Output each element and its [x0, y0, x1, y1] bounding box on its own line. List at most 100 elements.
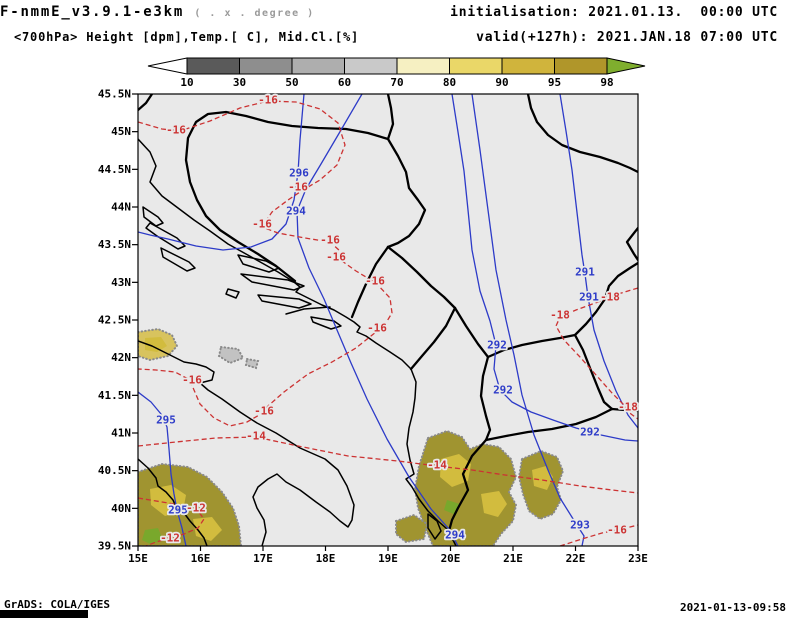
temp-label--14: -14 — [246, 430, 266, 443]
lon-label: 20E — [441, 552, 461, 565]
island-korcula — [257, 294, 312, 309]
init-time: initialisation: 2021.01.13. 00:00 UTC — [450, 5, 778, 20]
temp-contour-minus16 — [138, 100, 393, 427]
cloud-patch-west-inner — [145, 337, 167, 352]
temp-contour-minus12 — [138, 497, 205, 546]
temperature-contours — [138, 100, 638, 546]
cloud-shading — [138, 327, 565, 546]
lat-label: 40N — [111, 502, 131, 515]
lat-label: 44N — [111, 201, 131, 214]
lat-label: 45.5N — [98, 88, 131, 101]
cloud-region-south-italy-max — [142, 528, 163, 544]
colorbar-segment — [239, 57, 293, 75]
border-bosnia-serbia — [386, 137, 427, 249]
height-label-295: 295 — [168, 504, 188, 517]
height-contours — [138, 94, 638, 546]
cloud-region-macedonia-core — [532, 466, 553, 490]
cloud-region-albania — [413, 429, 518, 546]
colorbar-tick-label: 98 — [600, 76, 613, 89]
colorbar-segment — [449, 57, 503, 75]
temp-label--18: -18 — [550, 309, 570, 322]
lon-label: 18E — [316, 552, 336, 565]
island-vis — [225, 288, 240, 299]
lat-label: 43.5N — [98, 238, 131, 251]
colorbar-tick-label: 10 — [180, 76, 193, 89]
height-label-292: 292 — [580, 426, 600, 439]
temp-label--16: -16 — [182, 374, 202, 387]
border-serbia-romania — [526, 94, 638, 174]
height-label-291: 291 — [575, 266, 595, 279]
temp-label--16: -16 — [320, 234, 340, 247]
lat-label: 42N — [111, 351, 131, 364]
field-title: <700hPa> Height [dpm],Temp.[ C], Mid.Cl.… — [14, 30, 360, 44]
height-label-295: 295 — [156, 414, 176, 427]
colorbar-tick-label: 90 — [495, 76, 508, 89]
temp-label--16: -16 — [288, 181, 308, 194]
lat-label: 41N — [111, 427, 131, 440]
temp-label--12: -12 — [160, 532, 180, 545]
border-croatia-bosnia — [184, 110, 390, 283]
height-label-293: 293 — [570, 519, 590, 532]
colorbar-segment — [186, 57, 240, 75]
border-montenegro-albania — [409, 306, 457, 371]
lon-label: 19E — [378, 552, 398, 565]
temp-label--16: -16 — [258, 94, 278, 107]
model-title-text: F-nmmE_v3.9.1-e3km — [0, 4, 185, 20]
cloud-patch-ionian — [395, 513, 429, 544]
height-contour-293 — [471, 94, 585, 546]
border-kosovo-albania — [453, 306, 490, 359]
lon-label: 17E — [253, 552, 273, 565]
height-contour-295 — [138, 391, 187, 546]
height-label-292: 292 — [493, 384, 513, 397]
temp-contour-minus18 — [555, 287, 638, 420]
lat-label: 43N — [111, 276, 131, 289]
colorbar-segment — [501, 57, 555, 75]
temp-label--16: -16 — [367, 322, 387, 335]
island-brac — [237, 254, 280, 273]
cloud-region-south-italy-core-2 — [193, 517, 222, 541]
border-macedonia-greece — [484, 407, 614, 442]
temp-label--16: -16 — [254, 405, 274, 418]
temp-label--16: -16 — [166, 124, 186, 137]
grads-credit: GrADS: COLA/IGES — [4, 598, 110, 611]
island-corfu — [427, 513, 442, 540]
lon-label: 22E — [566, 552, 586, 565]
border-serbia-bulgaria — [573, 261, 638, 337]
temp-label--18: -18 — [618, 401, 638, 414]
colorbar-segment — [291, 57, 345, 75]
colorbar-tick-label: 80 — [443, 76, 456, 89]
colorbar-tick-label: 95 — [548, 76, 561, 89]
colorbar-segment — [344, 57, 398, 75]
border-serbia-montenegro — [386, 245, 457, 310]
cloud-patch-small-2 — [244, 357, 260, 370]
lat-label: 45N — [111, 125, 131, 138]
island-kornati — [160, 247, 196, 272]
border-albania-greece — [447, 438, 488, 533]
colorbar-segment — [396, 57, 450, 75]
peninsula-peljesac — [285, 306, 331, 315]
border-bosnia-montenegro — [350, 245, 390, 319]
colorbar-tick-label: 30 — [233, 76, 246, 89]
temp-label--18: -18 — [600, 291, 620, 304]
coastline-italy-adriatic — [138, 340, 355, 546]
creation-timestamp: 2021-01-13-09:58 — [680, 601, 786, 614]
temp-label--14: -14 — [427, 459, 447, 472]
temp-contour-minus16-southeast — [559, 524, 638, 546]
cloud-patch-small-1 — [217, 345, 245, 365]
country-borders — [138, 94, 638, 533]
border-macedonia-bulgaria — [573, 333, 614, 411]
height-contour-296 — [138, 94, 305, 251]
cloud-region-albania-core-2 — [481, 491, 507, 517]
temp-label--16: -16 — [365, 275, 385, 288]
lon-label: 15E — [128, 552, 148, 565]
model-title: F-nmmE_v3.9.1-e3km ( . x . degree ) — [0, 4, 315, 20]
border-slovenia-croatia — [138, 94, 154, 112]
valid-time: valid(+127h): 2021.JAN.18 07:00 UTC — [476, 30, 778, 45]
map-plot-area — [138, 94, 638, 546]
model-resolution-note: ( . x . degree ) — [194, 8, 315, 19]
cloud-region-albania-core-1 — [440, 454, 471, 487]
contour-labels: 296 294 291 291 292 292 295 292 295 294 293 -16 -16 -… — [154, 92, 639, 547]
temp-contour-minus14 — [138, 436, 638, 494]
